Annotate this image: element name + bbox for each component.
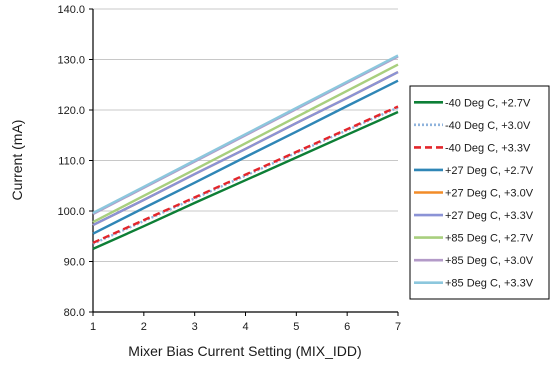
legend-label: +85 Deg C, +3.0V xyxy=(445,255,534,267)
y-tick-label: 140.0 xyxy=(57,4,85,16)
series-line xyxy=(92,79,399,235)
gridlines xyxy=(93,8,398,313)
legend-label: +85 Deg C, +2.7V xyxy=(445,233,534,245)
axes: 80.0 90.0 100.0 110.0 120.0 130.0 140.0 1 2 3 4 5 6 7 xyxy=(57,4,401,333)
x-tick-label: 1 xyxy=(90,321,96,333)
legend-label: +27 Deg C, +3.3V xyxy=(445,210,534,222)
legend-label: -40 Deg C, +3.3V xyxy=(445,142,531,154)
y-tick-label: 100.0 xyxy=(57,206,85,218)
legend-label: -40 Deg C, +3.0V xyxy=(445,120,531,132)
x-tick-label: 4 xyxy=(242,321,248,333)
legend-label: +27 Deg C, +3.0V xyxy=(445,188,534,200)
y-tick-label: 120.0 xyxy=(57,105,85,117)
x-tick-label: 6 xyxy=(344,321,350,333)
y-axis-title: Current (mA) xyxy=(9,120,25,201)
x-tick-label: 5 xyxy=(293,321,299,333)
series-lines xyxy=(92,54,399,250)
legend-label: -40 Deg C, +2.7V xyxy=(445,97,531,109)
y-tick-label: 110.0 xyxy=(58,156,85,168)
x-axis-title: Mixer Bias Current Setting (MIX_IDD) xyxy=(128,343,361,359)
y-tick-label: 80.0 xyxy=(64,307,85,319)
series-line xyxy=(92,63,399,224)
x-tick-label: 2 xyxy=(141,321,147,333)
series-line xyxy=(92,71,399,227)
y-tick-label: 90.0 xyxy=(64,257,85,269)
series-line xyxy=(92,54,399,215)
y-tick-label: 130.0 xyxy=(57,55,85,67)
series-line xyxy=(92,105,399,244)
x-tick-label: 3 xyxy=(192,321,198,333)
legend: -40 Deg C, +2.7V -40 Deg C, +3.0V -40 Deg … xyxy=(409,85,550,300)
series-line xyxy=(92,110,399,250)
x-tick-label: 7 xyxy=(395,321,401,333)
legend-label: +27 Deg C, +2.7V xyxy=(445,165,534,177)
legend-label: +85 Deg C, +3.3V xyxy=(445,278,534,290)
